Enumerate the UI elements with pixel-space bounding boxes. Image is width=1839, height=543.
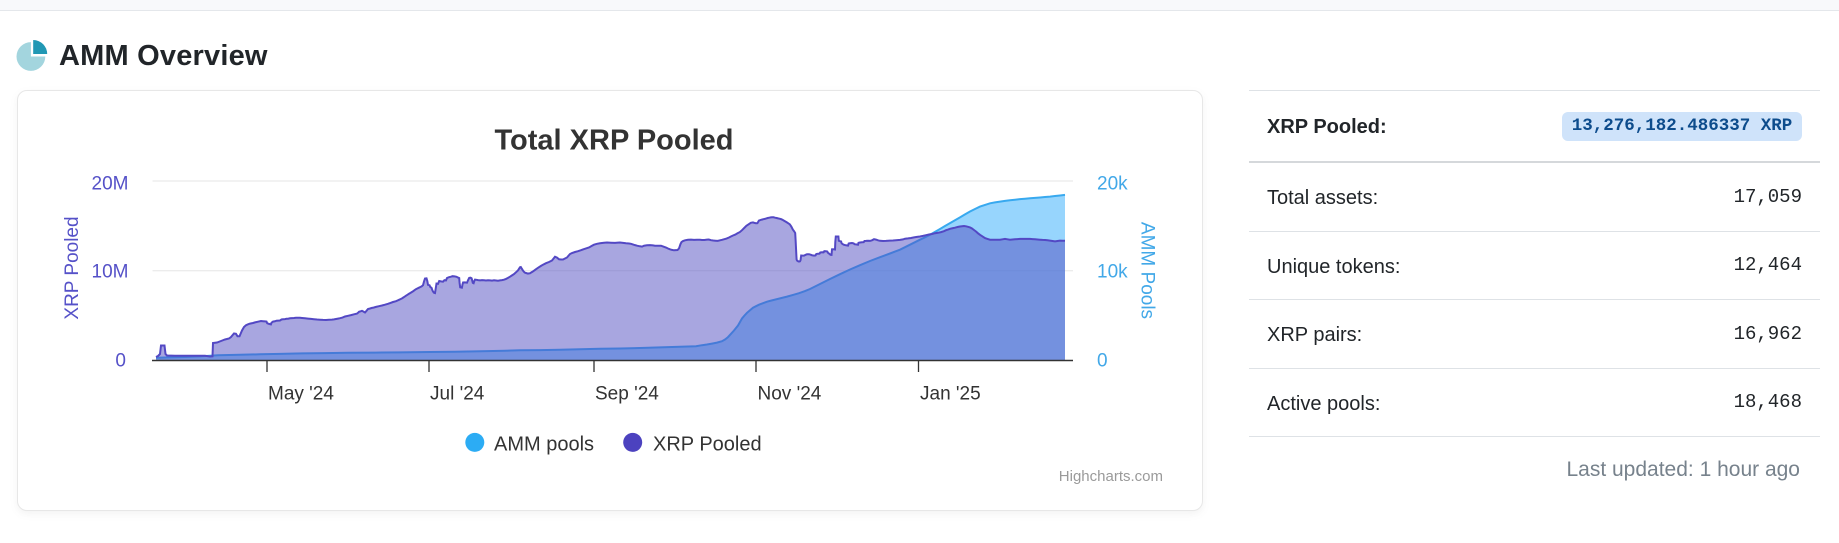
svg-text:20M: 20M <box>92 174 129 195</box>
svg-text:Highcharts.com: Highcharts.com <box>1059 468 1163 485</box>
svg-text:Jul '24: Jul '24 <box>430 384 485 405</box>
svg-text:Sep '24: Sep '24 <box>595 384 659 405</box>
svg-text:Nov '24: Nov '24 <box>758 384 822 405</box>
svg-text:AMM Pools: AMM Pools <box>1137 222 1158 319</box>
svg-text:20k: 20k <box>1097 174 1128 195</box>
svg-text:AMM pools: AMM pools <box>494 434 594 456</box>
svg-text:XRP Pooled: XRP Pooled <box>653 434 762 456</box>
svg-text:Jan '25: Jan '25 <box>920 384 981 405</box>
svg-text:10k: 10k <box>1097 262 1128 283</box>
svg-text:0: 0 <box>1097 351 1108 372</box>
svg-text:Total XRP Pooled: Total XRP Pooled <box>494 125 733 157</box>
svg-text:0: 0 <box>115 351 126 372</box>
svg-text:10M: 10M <box>92 262 129 283</box>
svg-text:May '24: May '24 <box>268 384 334 405</box>
svg-text:XRP Pooled: XRP Pooled <box>62 216 83 319</box>
